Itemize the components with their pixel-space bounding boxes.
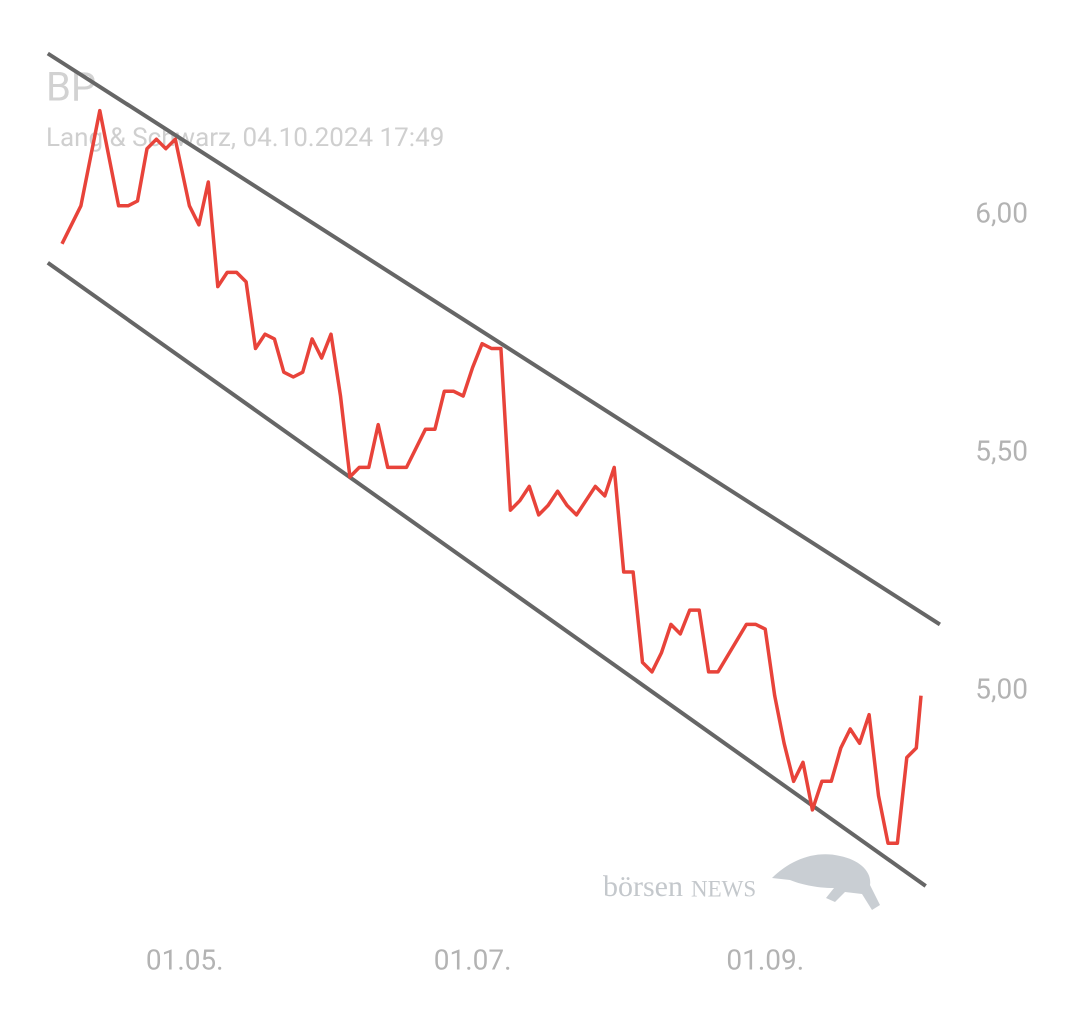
watermark: börsen NEWS xyxy=(603,854,880,910)
y-tick-label: 6,00 xyxy=(975,197,1028,230)
watermark-bull xyxy=(772,854,880,910)
chart-subtitle: Lang & Schwarz, 04.10.2024 17:49 xyxy=(46,123,444,153)
y-tick-label: 5,50 xyxy=(975,434,1028,467)
watermark-brand: börsen xyxy=(603,870,683,903)
chart-title: BP xyxy=(46,64,96,111)
price-line xyxy=(60,108,923,845)
channel-line xyxy=(46,261,927,888)
x-tick-label: 01.07. xyxy=(434,943,512,976)
y-tick-label: 5,00 xyxy=(975,672,1028,705)
channel-line xyxy=(46,51,941,627)
x-tick-label: 01.05. xyxy=(146,943,224,976)
watermark-suffix: NEWS xyxy=(691,876,756,901)
x-tick-label: 01.09. xyxy=(726,943,804,976)
